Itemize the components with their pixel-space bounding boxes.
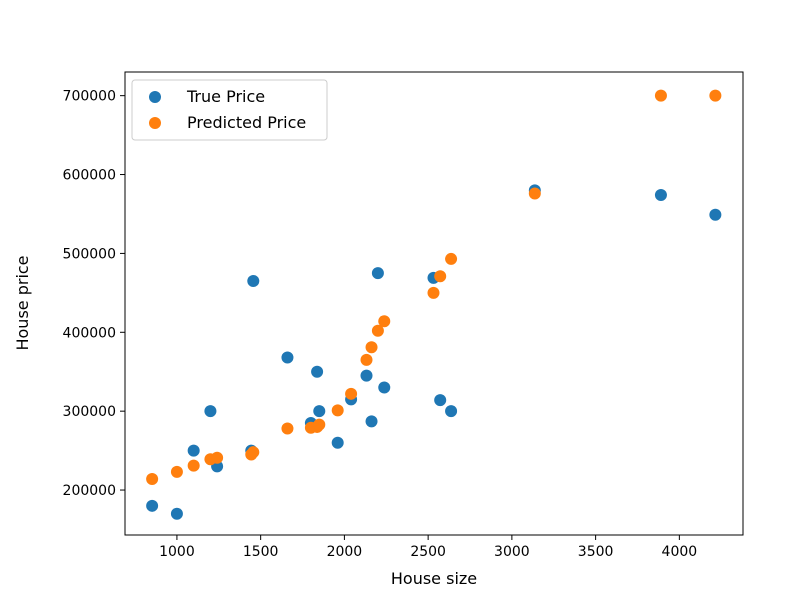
legend-label-true-price: True Price bbox=[186, 87, 265, 106]
predicted-price-point bbox=[528, 187, 541, 200]
y-tick-label: 600000 bbox=[63, 168, 116, 184]
predicted-price-point bbox=[427, 286, 440, 299]
predicted-price-point bbox=[378, 315, 391, 328]
predicted-price-point bbox=[331, 404, 344, 417]
y-tick-label: 500000 bbox=[63, 246, 116, 262]
true-price-point bbox=[247, 275, 260, 288]
true-price-point bbox=[365, 415, 378, 428]
true-price-point bbox=[187, 444, 200, 457]
predicted-price-point bbox=[170, 465, 183, 478]
predicted-price-point bbox=[445, 252, 458, 265]
true-price-point bbox=[204, 405, 217, 418]
y-tick-label: 400000 bbox=[63, 325, 116, 341]
predicted-price-point bbox=[654, 89, 667, 102]
predicted-price-point bbox=[281, 422, 294, 435]
true-price-point bbox=[281, 351, 294, 364]
predicted-price-point bbox=[247, 446, 260, 459]
x-tick-label: 1500 bbox=[243, 544, 279, 560]
true-price-point bbox=[146, 499, 159, 512]
true-price-point bbox=[654, 189, 667, 202]
true-price-point bbox=[371, 267, 384, 280]
predicted-price-point bbox=[345, 387, 358, 400]
true-price-point bbox=[709, 208, 722, 221]
legend-marker-true-price bbox=[149, 91, 161, 103]
x-axis-label: House size bbox=[391, 569, 477, 588]
true-price-point bbox=[311, 365, 324, 378]
true-price-point bbox=[445, 405, 458, 418]
x-tick-label: 2000 bbox=[327, 544, 363, 560]
legend: True Price Predicted Price bbox=[131, 79, 328, 141]
predicted-price-point bbox=[146, 472, 159, 485]
predicted-price-point bbox=[434, 270, 447, 283]
y-axis-label: House price bbox=[13, 255, 32, 350]
true-price-point bbox=[331, 436, 344, 449]
true-price-point bbox=[313, 405, 326, 418]
points-layer bbox=[146, 89, 722, 520]
predicted-price-point bbox=[365, 341, 378, 354]
predicted-price-point bbox=[709, 89, 722, 102]
legend-box bbox=[131, 79, 328, 141]
y-tick-label: 700000 bbox=[63, 89, 116, 105]
x-tick-label: 3000 bbox=[494, 544, 530, 560]
x-tick-label: 2500 bbox=[410, 544, 446, 560]
true-price-point bbox=[434, 394, 447, 407]
legend-label-predicted-price: Predicted Price bbox=[187, 113, 306, 132]
predicted-price-point bbox=[360, 353, 373, 366]
plot-area bbox=[125, 72, 743, 535]
y-tick-label: 200000 bbox=[63, 483, 116, 499]
predicted-price-point bbox=[187, 459, 200, 472]
x-tick-label: 3500 bbox=[578, 544, 614, 560]
true-price-point bbox=[378, 381, 391, 394]
predicted-price-point bbox=[211, 451, 224, 464]
true-price-point bbox=[360, 369, 373, 382]
y-tick-label: 300000 bbox=[63, 404, 116, 420]
x-tick-label: 1000 bbox=[159, 544, 195, 560]
predicted-price-point bbox=[313, 418, 326, 431]
predicted-price-point bbox=[371, 324, 384, 337]
legend-marker-predicted-price bbox=[149, 117, 161, 129]
plot-frame bbox=[124, 71, 744, 536]
true-price-point bbox=[170, 507, 183, 520]
x-tick-label: 4000 bbox=[662, 544, 698, 560]
ticks-layer: 1000 1500 2000 2500 3000 3500 4000 200000 300000… bbox=[63, 89, 698, 560]
